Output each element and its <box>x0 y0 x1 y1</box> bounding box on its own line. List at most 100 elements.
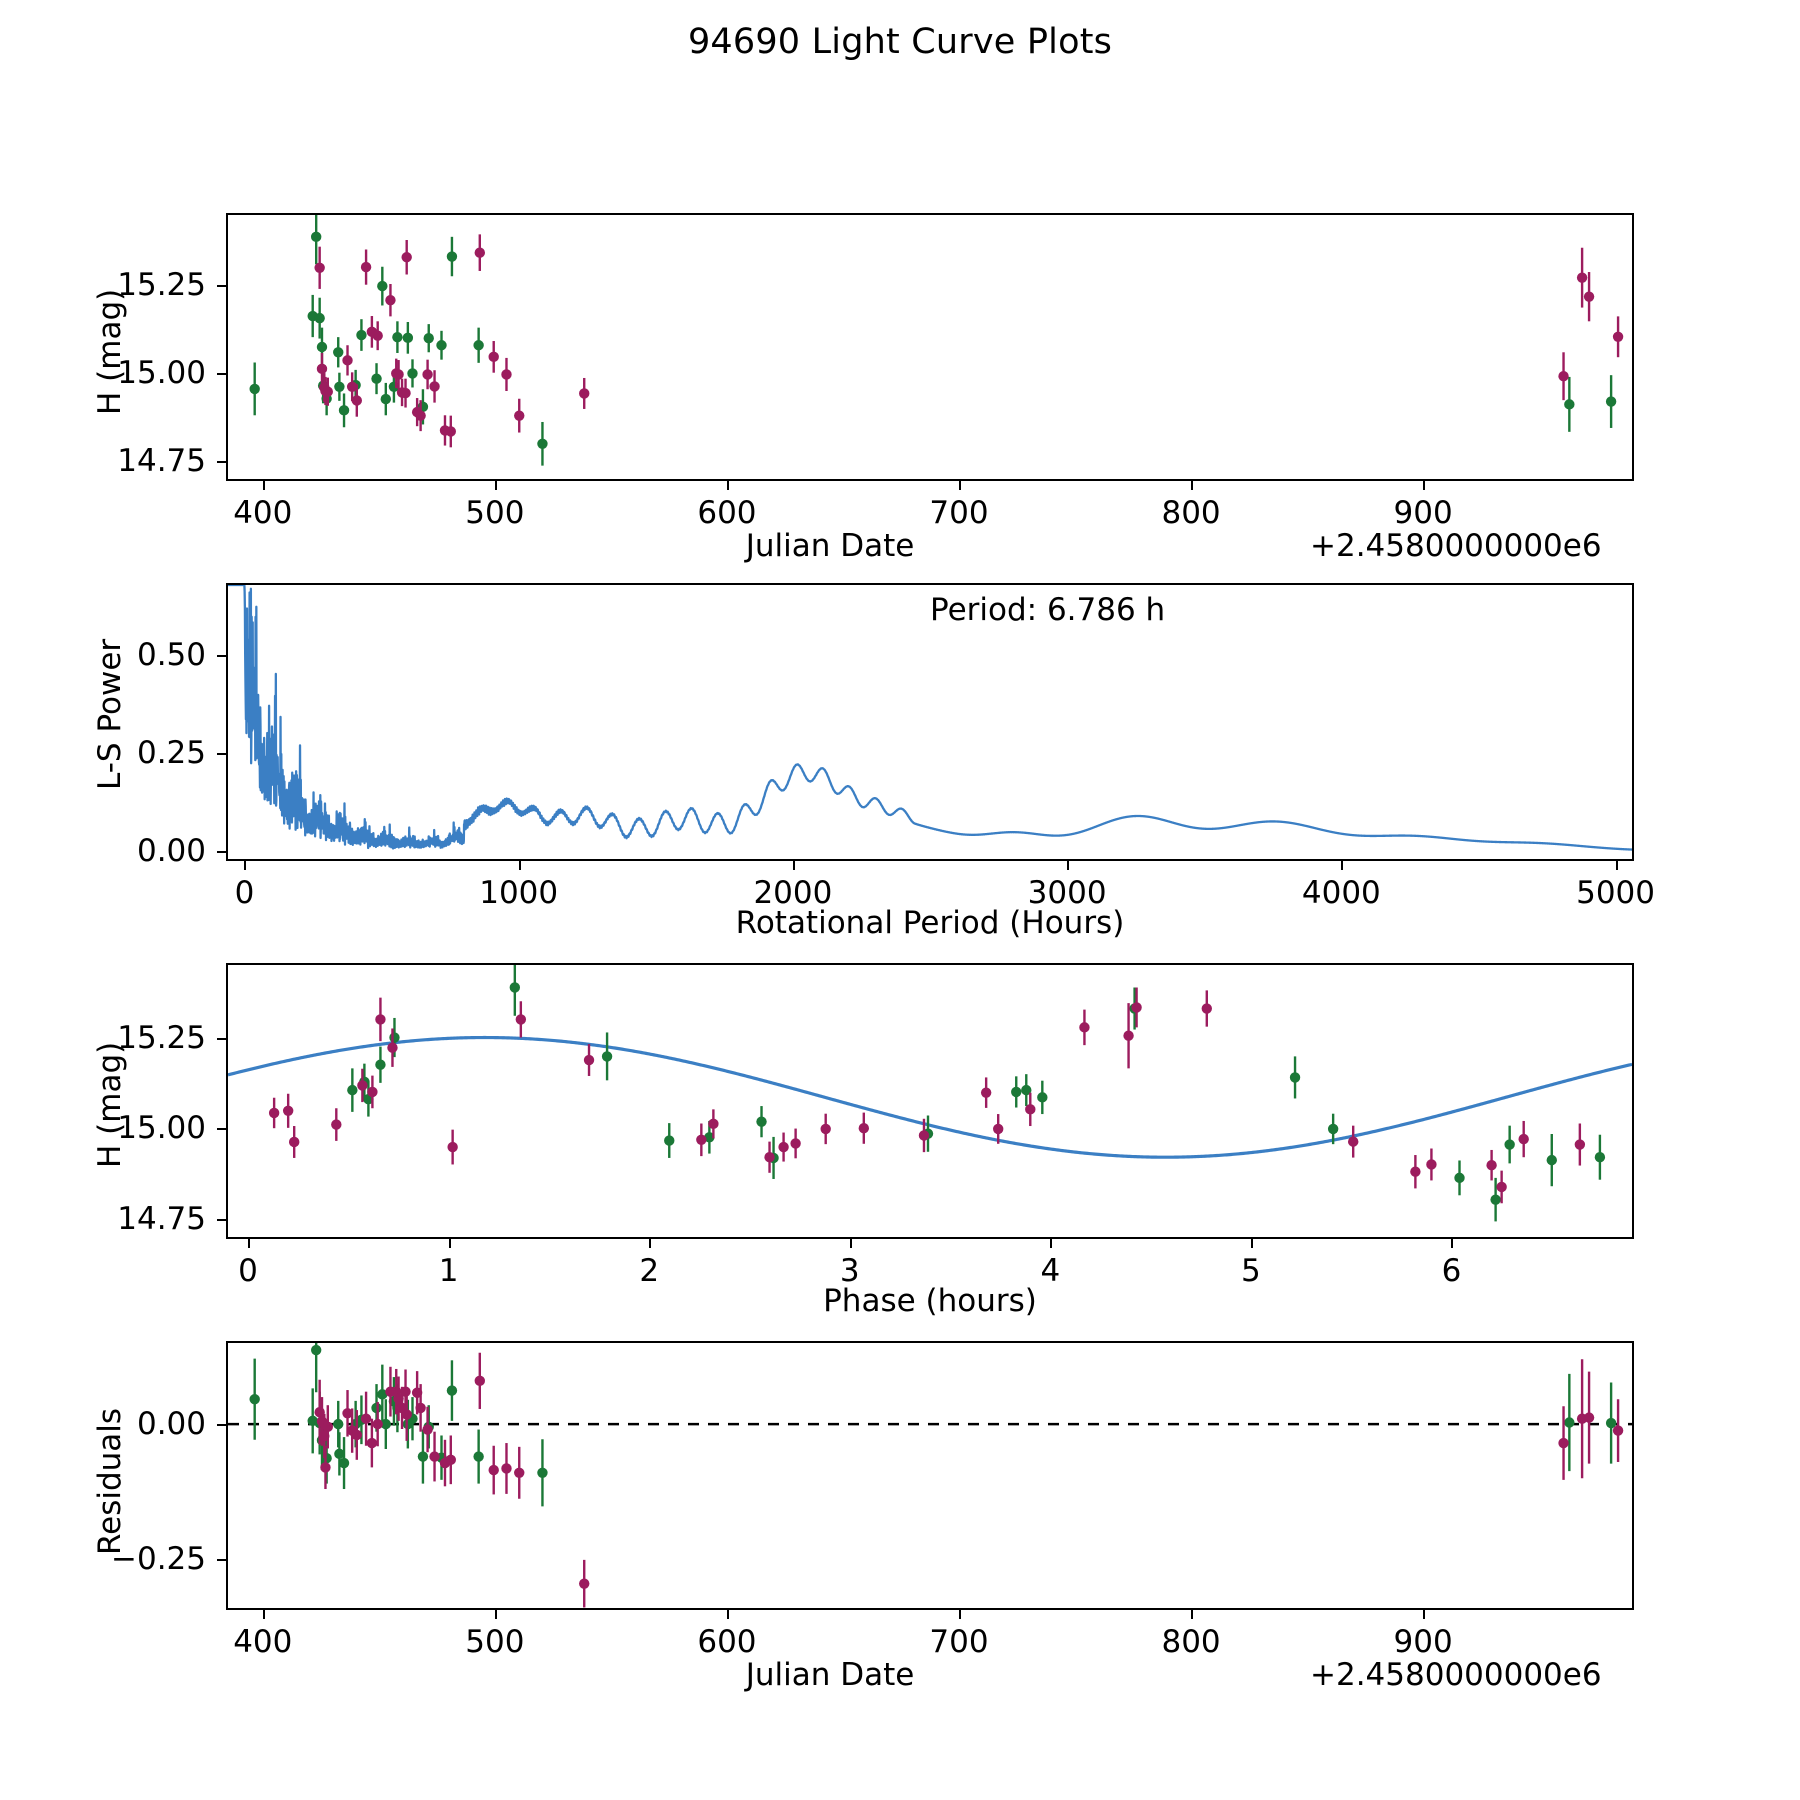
data-point <box>422 369 433 380</box>
data-point <box>375 1014 386 1025</box>
series-magenta <box>268 987 1586 1204</box>
data-point <box>1201 1003 1212 1014</box>
data-point <box>501 369 512 380</box>
series-magenta <box>314 234 1624 448</box>
data-point <box>488 351 499 363</box>
data-point <box>1564 399 1575 410</box>
data-point <box>342 1408 353 1419</box>
data-point <box>1605 396 1617 407</box>
x-tick-label: 600 <box>697 495 757 531</box>
x-tick-label: 4 <box>1040 1253 1061 1289</box>
data-point <box>338 1457 350 1469</box>
data-point <box>501 1463 512 1474</box>
y-tick-label: 14.75 <box>117 1200 206 1237</box>
data-point <box>429 1451 440 1462</box>
data-point <box>380 1418 392 1430</box>
data-point <box>1504 1139 1515 1150</box>
data-point <box>980 1087 992 1098</box>
x-tick-label: 2000 <box>753 875 833 911</box>
data-point <box>790 1138 801 1149</box>
data-point <box>1574 1139 1586 1150</box>
data-point <box>1546 1154 1557 1166</box>
x-tickmark <box>1615 861 1618 870</box>
x-tick-label: 900 <box>1393 1624 1453 1660</box>
data-point <box>268 1107 280 1119</box>
data-point <box>400 387 411 399</box>
data-point <box>918 1130 930 1141</box>
periodogram-plot-area <box>228 585 1632 851</box>
data-point <box>333 1418 344 1430</box>
x-tick-label: 5 <box>1241 1253 1261 1289</box>
figure-title: 94690 Light Curve Plots <box>687 22 1113 62</box>
periodogram-axes <box>226 583 1634 861</box>
series-magenta <box>314 1352 1624 1608</box>
data-point <box>1486 1159 1497 1171</box>
data-point <box>377 1389 388 1400</box>
x-tick-label: 600 <box>697 1624 757 1660</box>
data-point <box>342 355 353 366</box>
y-tickmark <box>217 1218 226 1221</box>
data-point <box>316 363 328 375</box>
data-point <box>314 262 325 273</box>
data-point <box>583 1054 595 1066</box>
data-point <box>429 381 440 392</box>
y-tick-label: 0.00 <box>136 833 206 870</box>
x-tickmark <box>959 481 961 490</box>
x-tickmark <box>448 1239 451 1248</box>
y-tickmark <box>217 1037 226 1040</box>
data-point <box>333 347 344 358</box>
data-point <box>537 438 548 449</box>
y-tick-label: 15.00 <box>117 1110 206 1147</box>
data-point <box>401 1409 412 1420</box>
data-point <box>1518 1133 1529 1145</box>
data-point <box>1558 371 1569 382</box>
data-point <box>417 1451 429 1462</box>
residuals-x-offset-text: +2.4580000000e6 <box>1310 1657 1602 1693</box>
x-tick-label: 700 <box>929 495 989 531</box>
lightcurve-x-offset-text: +2.4580000000e6 <box>1310 528 1602 564</box>
data-point <box>664 1135 675 1146</box>
data-point <box>601 1051 613 1062</box>
lightcurve-plot-area <box>249 215 1624 466</box>
data-point <box>422 1424 433 1435</box>
x-tickmark <box>262 1610 265 1619</box>
data-point <box>402 332 414 344</box>
data-point <box>756 1116 767 1127</box>
period-annotation: Period: 6.786 h <box>930 592 1166 628</box>
data-point <box>249 1394 260 1405</box>
data-point <box>537 1467 548 1478</box>
y-tickmark <box>217 655 226 658</box>
data-point <box>393 369 404 380</box>
data-point <box>1605 1417 1617 1429</box>
residuals-xlabel: Julian Date <box>745 1657 915 1693</box>
x-tickmark <box>262 481 265 490</box>
data-point <box>366 1437 378 1449</box>
y-tickmark <box>217 851 226 854</box>
data-point <box>1327 1123 1339 1135</box>
data-point <box>357 1080 368 1091</box>
x-tick-label: 0 <box>238 1253 258 1289</box>
data-point <box>858 1123 870 1134</box>
data-point <box>436 340 447 351</box>
data-point <box>474 1375 485 1387</box>
data-point <box>407 368 418 379</box>
y-tickmark <box>217 1559 226 1562</box>
data-point <box>1583 291 1595 302</box>
data-point <box>320 1462 331 1473</box>
data-point <box>992 1123 1004 1135</box>
y-tick-label: 15.25 <box>117 267 206 304</box>
panel-phasefold: H (mag) Phase (hours) 14.75 15.00 15.25 0 1 2… <box>92 963 1634 1319</box>
data-point <box>1410 1166 1421 1177</box>
x-tickmark <box>792 861 795 870</box>
data-point <box>514 1467 525 1478</box>
x-tick-label: 0 <box>234 875 255 911</box>
data-point <box>1348 1136 1359 1147</box>
data-point <box>322 386 333 397</box>
x-tick-label: 800 <box>1161 495 1221 531</box>
data-point <box>1079 1022 1090 1033</box>
x-tickmark <box>518 861 521 870</box>
phasefold-axes <box>226 963 1634 1239</box>
data-point <box>764 1152 775 1163</box>
data-point <box>288 1136 300 1148</box>
